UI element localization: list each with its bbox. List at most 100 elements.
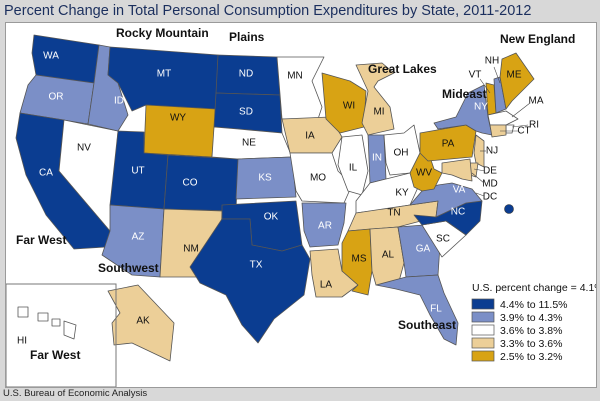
state-label-ut: UT (131, 166, 144, 177)
state-label-nc: NC (451, 207, 465, 218)
legend-label-1: 3.9% to 4.3% (500, 312, 562, 324)
legend-swatch-1 (471, 311, 495, 323)
region-label-southwest: Southwest (98, 261, 159, 275)
state-label-pa: PA (442, 139, 455, 150)
state-label-ct: CT (517, 126, 530, 137)
legend-label-0: 4.4% to 11.5% (500, 299, 568, 311)
state-label-fl: FL (430, 304, 442, 315)
state-label-ma: MA (529, 96, 544, 107)
state-label-wy: WY (170, 113, 186, 124)
state-mo (289, 152, 353, 204)
leader-line-ri (511, 124, 529, 128)
state-label-ar: AR (318, 221, 332, 232)
region-label-new-england: New England (500, 32, 575, 46)
states-layer (15, 34, 535, 362)
state-label-ri: RI (529, 120, 539, 131)
state-label-va: VA (453, 185, 466, 196)
state-label-me: ME (507, 70, 522, 81)
leader-line-md (471, 172, 485, 184)
state-label-vt: VT (469, 70, 482, 81)
state-tx (189, 218, 311, 344)
state-label-tx: TX (250, 260, 263, 271)
us-map: WA OR CA NV ID MT WY UT CO AZ NM ND SD NE KS OK TX MN IA MO… (5, 26, 600, 388)
state-label-nd: ND (239, 69, 253, 80)
state-label-de: DE (483, 166, 497, 177)
state-label-sc: SC (436, 234, 450, 245)
state-label-la: LA (320, 280, 333, 291)
state-label-mn: MN (287, 71, 303, 82)
state-label-oh: OH (394, 148, 409, 159)
state-label-mo: MO (310, 173, 326, 184)
state-label-ks: KS (258, 173, 272, 184)
state-md (441, 158, 473, 182)
source-note: U.S. Bureau of Economic Analysis (3, 388, 148, 399)
state-label-nh: NH (485, 56, 499, 67)
state-hi (17, 306, 77, 340)
state-label-tn: TN (387, 208, 400, 219)
state-label-ms: MS (352, 254, 367, 265)
state-label-al: AL (382, 250, 395, 261)
legend-swatch-4 (471, 350, 495, 362)
region-label-mideast: Mideast (442, 87, 487, 101)
leader-line-nh (493, 66, 501, 84)
state-ks (235, 156, 297, 200)
state-ma (487, 110, 519, 126)
state-label-id: ID (114, 96, 124, 107)
state-label-nj: NJ (486, 146, 498, 157)
region-label-great-lakes: Great Lakes (368, 62, 437, 76)
state-label-hi: HI (17, 336, 27, 347)
state-label-wv: WV (416, 168, 432, 179)
state-label-ak: AK (136, 316, 150, 327)
state-label-ia: IA (305, 131, 315, 142)
state-mn (276, 56, 325, 120)
legend-swatch-0 (471, 298, 495, 310)
region-label-southeast: Southeast (398, 318, 456, 332)
region-label-rocky-mountain: Rocky Mountain (116, 26, 209, 40)
state-label-dc: DC (483, 192, 497, 203)
state-label-sd: SD (239, 107, 253, 118)
state-label-ny: NY (474, 102, 488, 113)
leader-lines (471, 66, 531, 197)
leader-line-de (473, 168, 486, 172)
leader-line-vt (479, 78, 491, 94)
map-panel: WA OR CA NV ID MT WY UT CO AZ NM ND SD NE KS OK TX MN IA MO… (5, 22, 600, 388)
region-label-far-west-inset: Far West (30, 348, 80, 362)
state-label-mt: MT (157, 69, 171, 80)
state-label-md: MD (482, 179, 498, 190)
state-label-nm: NM (183, 244, 199, 255)
state-label-nv: NV (77, 143, 91, 154)
legend: U.S. percent change = 4.1% 4.4% to 11.5%… (471, 282, 600, 363)
state-dc-marker (504, 204, 514, 214)
state-label-co: CO (183, 178, 198, 189)
state-labels-layer: WA OR CA NV ID MT WY UT CO AZ NM ND SD NE KS OK TX MN IA MO… (17, 51, 544, 347)
state-label-ne: NE (242, 138, 256, 149)
legend-header: U.S. percent change = 4.1% (472, 282, 596, 294)
leader-line-ma (511, 102, 531, 118)
state-label-ga: GA (416, 244, 431, 255)
state-la (309, 248, 359, 298)
legend-swatch-3 (471, 337, 495, 349)
state-label-ky: KY (395, 188, 409, 199)
state-nj (473, 134, 485, 168)
state-ar (301, 202, 347, 248)
state-me (499, 52, 535, 110)
map-title: Percent Change in Total Personal Consump… (4, 3, 532, 19)
state-fl (375, 274, 459, 346)
region-label-far-west: Far West (16, 233, 66, 247)
state-mi (355, 62, 395, 136)
legend-label-2: 3.6% to 3.8% (500, 325, 562, 337)
state-label-wa: WA (43, 51, 59, 62)
leader-line-dc (475, 192, 485, 197)
state-label-az: AZ (132, 232, 145, 243)
legend-swatch-2 (471, 324, 495, 336)
state-ak (107, 284, 175, 362)
state-ct (489, 124, 507, 138)
state-label-in: IN (372, 153, 382, 164)
state-label-il: IL (349, 163, 358, 174)
state-label-ok: OK (264, 212, 279, 223)
state-label-mi: MI (373, 107, 384, 118)
state-ri (505, 124, 515, 134)
state-label-ca: CA (39, 168, 53, 179)
state-label-wi: WI (343, 101, 355, 112)
